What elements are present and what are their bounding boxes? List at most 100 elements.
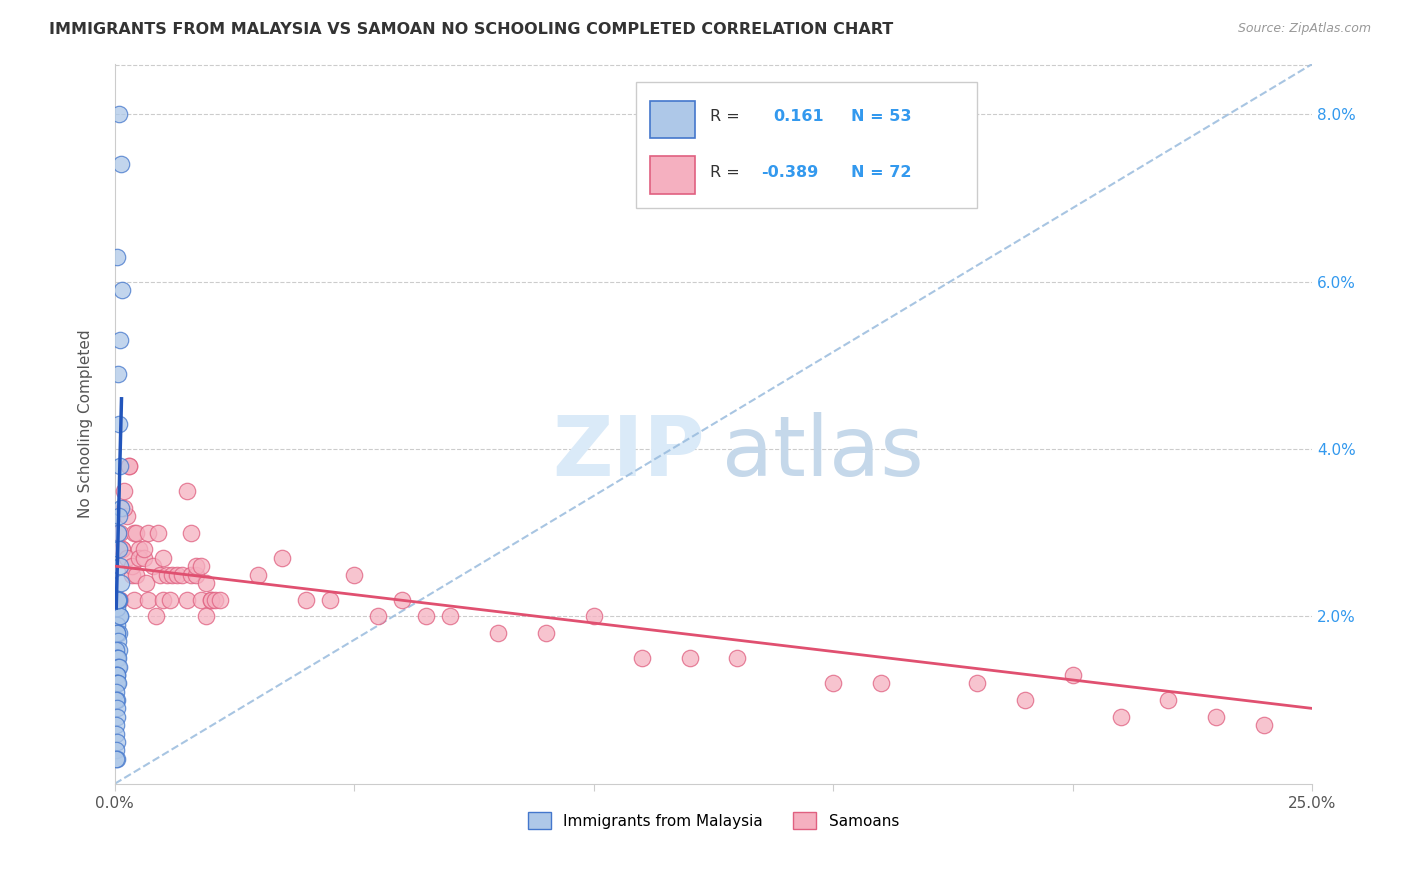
Text: 0.161: 0.161 [773, 109, 824, 124]
Point [121, 567, 143, 582]
Point [152, 550, 174, 565]
Point [105, 751, 128, 765]
Point [110, 500, 132, 515]
Point [107, 592, 129, 607]
Point [200, 592, 222, 607]
Point [105, 250, 128, 264]
Point [105, 684, 128, 698]
Point [145, 609, 167, 624]
Point [108, 592, 131, 607]
Point [108, 609, 131, 624]
Point [111, 542, 134, 557]
Point [534, 626, 557, 640]
Legend: Immigrants from Malaysia, Samoans: Immigrants from Malaysia, Samoans [522, 806, 905, 835]
Point [136, 525, 159, 540]
Point [107, 592, 129, 607]
Point [105, 592, 128, 607]
Point [725, 651, 748, 665]
Point [156, 567, 179, 582]
Point [107, 592, 129, 607]
Point [107, 592, 129, 607]
Point [678, 651, 700, 665]
Point [105, 718, 128, 732]
Point [115, 550, 138, 565]
Point [105, 693, 128, 707]
Point [415, 609, 437, 624]
Point [105, 743, 128, 757]
Point [112, 483, 135, 498]
Point [295, 592, 318, 607]
Point [118, 458, 141, 473]
Point [1109, 710, 1132, 724]
Point [194, 575, 217, 590]
Point [105, 643, 128, 657]
Point [630, 651, 652, 665]
Point [209, 592, 232, 607]
Point [105, 735, 128, 749]
Point [128, 542, 150, 557]
Text: N = 72: N = 72 [851, 164, 911, 179]
Point [271, 550, 294, 565]
Point [108, 559, 131, 574]
Point [200, 592, 222, 607]
Text: R =: R = [710, 109, 740, 124]
Point [105, 668, 128, 682]
Point [170, 567, 193, 582]
Point [180, 525, 202, 540]
Point [486, 626, 509, 640]
Point [128, 550, 150, 565]
Point [582, 609, 605, 624]
Point [115, 508, 138, 523]
Point [132, 542, 155, 557]
Point [105, 668, 128, 682]
Point [176, 592, 198, 607]
Text: Source: ZipAtlas.com: Source: ZipAtlas.com [1237, 22, 1371, 36]
Point [105, 710, 128, 724]
Point [1062, 668, 1084, 682]
Point [108, 417, 131, 431]
Point [176, 483, 198, 498]
Point [823, 676, 845, 690]
Point [107, 525, 129, 540]
Text: R =: R = [710, 164, 740, 179]
Point [105, 693, 128, 707]
Point [194, 609, 217, 624]
Point [343, 567, 366, 582]
Point [319, 592, 342, 607]
Point [111, 283, 134, 297]
Point [870, 676, 893, 690]
Point [107, 676, 129, 690]
Point [112, 500, 135, 515]
Point [204, 592, 226, 607]
Point [105, 726, 128, 740]
Point [186, 567, 208, 582]
Point [105, 601, 128, 615]
Point [367, 609, 389, 624]
Point [107, 659, 129, 673]
Point [108, 609, 131, 624]
Point [1253, 718, 1275, 732]
Point [110, 157, 132, 171]
Point [105, 668, 128, 682]
Point [105, 676, 128, 690]
Point [190, 559, 212, 574]
Point [105, 676, 128, 690]
Point [105, 626, 128, 640]
Point [108, 458, 131, 473]
Point [136, 592, 159, 607]
Point [152, 592, 174, 607]
Text: ZIP: ZIP [553, 412, 704, 493]
Point [180, 567, 202, 582]
Point [146, 525, 169, 540]
Point [391, 592, 413, 607]
Point [159, 592, 181, 607]
Point [132, 550, 155, 565]
Point [135, 575, 157, 590]
Point [1157, 693, 1180, 707]
FancyBboxPatch shape [650, 101, 696, 138]
Point [107, 592, 129, 607]
FancyBboxPatch shape [650, 156, 696, 194]
Point [439, 609, 461, 624]
Point [107, 367, 129, 381]
Text: atlas: atlas [721, 412, 924, 493]
